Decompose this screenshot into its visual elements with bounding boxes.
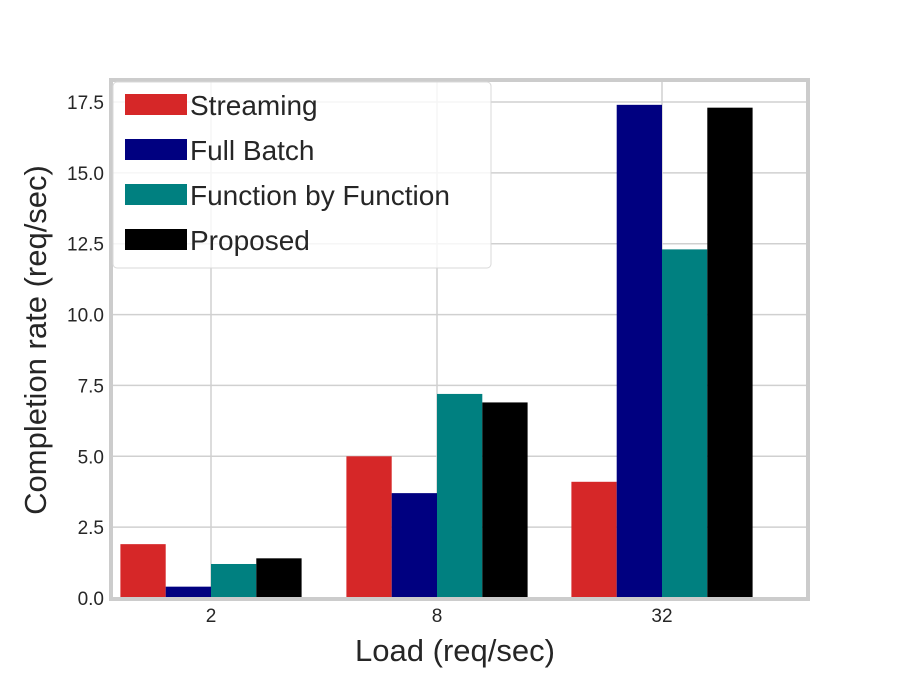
legend-box — [112, 81, 492, 269]
bar — [616, 104, 662, 598]
bar — [437, 393, 483, 598]
legend: Streaming Full Batch Function by Function P… — [112, 81, 492, 269]
y-tick-label: 12.5 — [67, 235, 104, 256]
legend-swatch — [125, 94, 187, 115]
bar — [571, 481, 617, 598]
plot-frame — [109, 78, 810, 601]
legend-label: Streaming — [190, 90, 318, 121]
y-tick-label: 2.5 — [78, 518, 104, 539]
bars — [120, 104, 753, 598]
legend-label: Proposed — [190, 225, 310, 256]
x-tick-label: 8 — [432, 606, 443, 627]
legend-label: Full Batch — [190, 135, 315, 166]
bar — [662, 249, 708, 598]
x-tick-label: 2 — [206, 606, 217, 627]
bar — [707, 107, 753, 598]
y-tick-label: 5.0 — [78, 447, 104, 468]
legend-swatch — [125, 184, 187, 205]
y-tick-label: 17.5 — [67, 93, 104, 114]
bar — [120, 544, 166, 598]
bar — [391, 493, 437, 598]
legend-label: Function by Function — [190, 180, 450, 211]
bar — [165, 586, 211, 598]
bar — [256, 558, 302, 598]
y-tick-label: 0.0 — [78, 589, 104, 610]
x-axis-label: Load (req/sec) — [355, 633, 555, 668]
bar — [482, 402, 528, 598]
y-axis-ticks: 0.0 2.5 5.0 7.5 10.0 12.5 15.0 17.5 — [67, 93, 104, 610]
x-axis-ticks: 2 8 32 — [206, 606, 673, 627]
bar — [211, 563, 257, 598]
y-tick-label: 7.5 — [78, 376, 104, 397]
legend-swatch — [125, 139, 187, 160]
y-axis-label: Completion rate (req/sec) — [18, 165, 53, 515]
legend-swatch — [125, 229, 187, 250]
x-tick-label: 32 — [651, 606, 672, 627]
bar — [346, 456, 392, 598]
y-tick-label: 15.0 — [67, 164, 104, 185]
y-tick-label: 10.0 — [67, 306, 104, 327]
